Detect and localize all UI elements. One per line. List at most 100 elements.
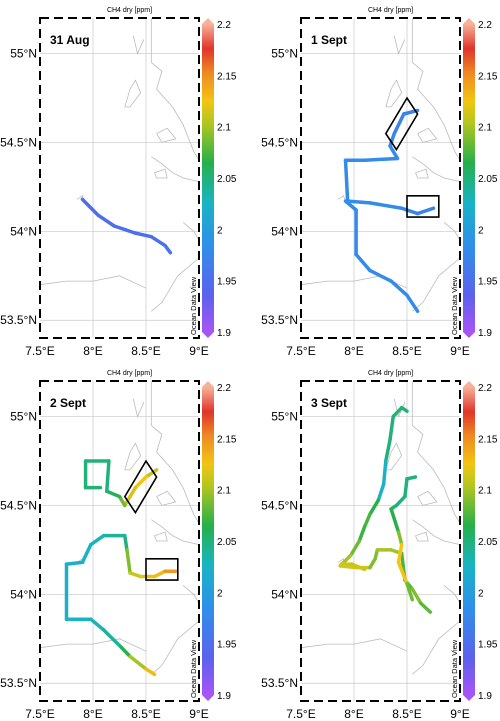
ship-track-segment — [345, 199, 372, 205]
colorbar-tick-label: 2.05 — [478, 537, 498, 548]
ship-track-segment — [149, 234, 167, 248]
ship-track-segment — [89, 533, 106, 547]
coastline — [151, 620, 200, 675]
coastline — [443, 222, 461, 241]
ship-track-segment — [410, 587, 423, 605]
coastline — [124, 79, 142, 108]
y-tick-label: 53.5°N — [0, 676, 37, 690]
x-tick-label: 9°E — [189, 344, 208, 358]
ship-track-segment — [163, 243, 173, 255]
coastline — [300, 638, 408, 652]
coastline — [154, 168, 168, 179]
colorbar-tick-label: 1.95 — [217, 277, 237, 288]
date-label: 3 Sept — [311, 396, 347, 410]
y-tick-label: 54°N — [271, 224, 298, 238]
x-tick-label: 7.5°E — [25, 344, 54, 358]
ship-track-segment — [144, 468, 159, 479]
ship-track-segment — [350, 562, 367, 572]
colorbar-tick-label: 2.1 — [217, 123, 231, 134]
ocean-data-view-watermark: Ocean Data View — [450, 276, 459, 335]
y-tick-label: 54.5°N — [261, 498, 298, 512]
date-label: 2 Sept — [50, 396, 86, 410]
coastline — [415, 531, 429, 542]
ship-track-segment — [357, 525, 367, 543]
y-tick-label: 54°N — [10, 587, 37, 601]
ship-track-segment — [389, 279, 409, 298]
ocean-data-view-watermark: Ocean Data View — [189, 276, 198, 335]
colorbar-tick-label: 2 — [217, 588, 223, 599]
coastline — [132, 35, 145, 55]
x-tick-label: 9°E — [189, 707, 208, 721]
colorbar-tick-label: 2.05 — [478, 174, 498, 185]
y-tick-label: 54.5°N — [0, 498, 37, 512]
ship-track-segment — [415, 206, 436, 216]
x-tick-label: 8°E — [344, 344, 363, 358]
ship-track-segment — [112, 224, 138, 235]
y-tick-label: 55°N — [10, 410, 37, 424]
ship-track-segment — [152, 569, 167, 579]
x-tick-label: 7.5°E — [25, 707, 54, 721]
coastline — [151, 156, 200, 182]
map-panel-2: 7.5°E 8°E 8.5°E 9°E 55°N 54.5°N 54°N 53.5°N 1 Se… — [261, 7, 498, 358]
ship-track-segment — [128, 654, 148, 671]
colorbar-bottom-arrow — [202, 332, 214, 338]
colorbar-title: CH4 dry [ppm] — [368, 7, 413, 14]
colorbar-tick-label: 2.2 — [217, 383, 231, 394]
y-tick-label: 53.5°N — [261, 313, 298, 327]
ship-track-segment — [368, 201, 404, 210]
ship-track-segment — [362, 512, 372, 529]
colorbar-title: CH4 dry [ppm] — [368, 370, 413, 377]
colorbar-top-arrow — [463, 381, 475, 387]
colorbar-tick-label: 2.1 — [217, 486, 231, 497]
map-frame — [39, 380, 200, 702]
y-tick-label: 53.5°N — [0, 313, 37, 327]
x-tick-label: 8.5°E — [392, 707, 421, 721]
coastline — [156, 127, 177, 143]
ship-track-segment — [105, 489, 122, 499]
coastline — [39, 275, 147, 289]
ship-track-segment — [80, 197, 101, 218]
y-tick-label: 53.5°N — [261, 676, 298, 690]
ship-track-segment — [354, 252, 372, 273]
colorbar-tick-label: 1.95 — [478, 277, 498, 288]
colorbar-tick-label: 2.15 — [217, 71, 237, 82]
colorbar — [463, 24, 475, 332]
colorbar-top-arrow — [202, 18, 214, 24]
x-tick-label: 7.5°E — [286, 707, 315, 721]
coastline — [150, 18, 200, 161]
ship-track-segment — [405, 581, 415, 602]
coastline — [412, 519, 461, 545]
coastline — [385, 79, 403, 108]
x-tick-label: 9°E — [450, 344, 469, 358]
ship-track-segment — [384, 437, 392, 463]
ship-track-segment — [343, 199, 358, 212]
ship-track-segment — [123, 485, 138, 508]
coastline — [39, 638, 147, 652]
ship-track-segment — [388, 144, 400, 161]
x-tick-label: 8°E — [83, 707, 102, 721]
map-frame — [300, 380, 461, 702]
x-tick-label: 8°E — [344, 707, 363, 721]
y-tick-label: 55°N — [271, 47, 298, 61]
colorbar-tick-label: 1.95 — [478, 640, 498, 651]
ship-track-segment — [80, 542, 93, 565]
x-tick-label: 8.5°E — [392, 344, 421, 358]
colorbar-tick-label: 2 — [478, 588, 484, 599]
highlight-box — [145, 557, 179, 581]
coastline — [132, 398, 145, 418]
x-tick-label: 7.5°E — [286, 344, 315, 358]
ship-track-segment — [376, 482, 386, 502]
ship-track-segment — [368, 498, 381, 517]
ship-track-segment — [388, 414, 395, 442]
coastline — [393, 35, 406, 55]
map-panel-1: 7.5°E 8°E 8.5°E 9°E 55°N 54.5°N 54°N 53.5°N 31 A… — [0, 7, 237, 358]
y-tick-label: 54.5°N — [0, 135, 37, 149]
coastline — [412, 620, 461, 675]
colorbar-tick-label: 1.9 — [478, 691, 492, 702]
map-panel-4: 7.5°E 8°E 8.5°E 9°E 55°N 54.5°N 54°N 53.5°N 3 Se… — [261, 370, 498, 721]
coastline — [151, 519, 200, 545]
colorbar-bottom-arrow — [202, 695, 214, 701]
colorbar-top-arrow — [202, 381, 214, 387]
ship-track-segment — [394, 494, 407, 508]
colorbar-tick-label: 1.9 — [217, 691, 231, 702]
